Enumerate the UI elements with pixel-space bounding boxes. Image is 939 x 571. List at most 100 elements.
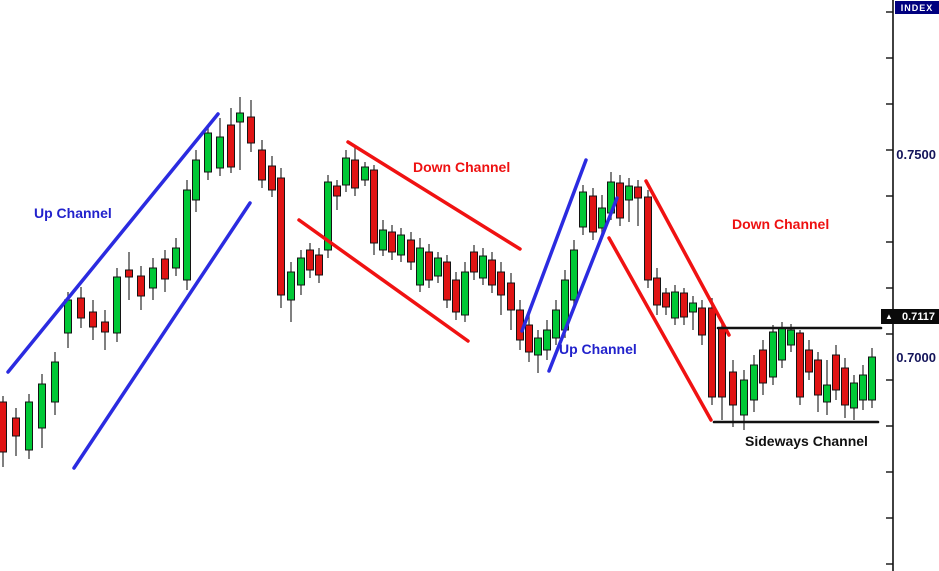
candle	[708, 298, 716, 405]
price-axis-label-7500: 0.7500	[896, 147, 936, 162]
candle	[805, 340, 813, 380]
candle	[662, 288, 670, 315]
price-axis-label-7000: 0.7000	[896, 350, 936, 365]
candle	[370, 165, 378, 255]
index-symbol-label: INDEX	[895, 1, 939, 14]
candle	[315, 248, 323, 283]
candle	[671, 285, 679, 325]
candle	[38, 374, 46, 448]
candle	[680, 288, 688, 325]
candle	[247, 100, 255, 152]
candle	[324, 175, 332, 258]
candle	[579, 185, 587, 235]
candle	[125, 252, 133, 300]
candle	[718, 322, 726, 420]
candle	[534, 330, 542, 373]
candle	[525, 315, 533, 362]
channel-lines-layer	[6, 112, 883, 470]
candle	[729, 360, 737, 427]
candle	[204, 125, 212, 180]
candle	[543, 320, 551, 360]
candle	[425, 244, 433, 288]
candle	[258, 140, 266, 188]
candle	[227, 108, 235, 173]
candle	[149, 258, 157, 300]
sideways-channel-label: Sideways Channel	[745, 433, 868, 449]
candle	[625, 178, 633, 222]
candle	[750, 355, 758, 412]
candle	[287, 262, 295, 322]
price-axis[interactable]	[886, 0, 894, 571]
candle	[388, 225, 396, 260]
down-channel-2-lower	[607, 236, 713, 422]
candle	[470, 245, 478, 280]
candle	[236, 97, 244, 170]
candle	[183, 180, 191, 290]
candle	[216, 118, 224, 176]
candle	[51, 352, 59, 415]
candle	[832, 345, 840, 400]
candle	[868, 348, 876, 408]
candle	[589, 188, 597, 240]
candle	[850, 375, 858, 420]
up-channel-2-lower	[547, 196, 619, 373]
candle	[689, 296, 697, 330]
candle	[814, 352, 822, 412]
down-channel-1-upper	[346, 140, 522, 251]
candle	[634, 180, 642, 226]
candle	[598, 195, 606, 236]
candle	[570, 240, 578, 308]
candle	[361, 162, 369, 186]
up-channel-2-label: Up Channel	[559, 341, 637, 357]
candle	[698, 300, 706, 345]
candle	[841, 358, 849, 418]
candle	[497, 262, 505, 315]
candle	[434, 252, 442, 283]
candle	[333, 180, 341, 210]
candle	[268, 156, 276, 197]
candle	[507, 273, 515, 330]
candle	[351, 147, 359, 196]
candle	[25, 394, 33, 459]
candle	[297, 250, 305, 295]
candle	[89, 300, 97, 340]
current-price-value: 0.7117	[901, 310, 935, 323]
candle	[416, 238, 424, 292]
candle	[0, 396, 7, 467]
up-channel-1-upper	[6, 112, 220, 374]
candle	[769, 325, 777, 385]
current-price-tag: ▲ 0.7117	[881, 309, 939, 324]
up-channel-2-upper	[520, 158, 588, 333]
candle	[796, 330, 804, 405]
candle	[161, 250, 169, 292]
candle	[137, 266, 145, 310]
candle	[12, 408, 20, 456]
up-channel-1-label: Up Channel	[34, 205, 112, 221]
down-channel-2-label: Down Channel	[732, 216, 830, 232]
down-channel-1-lower	[297, 218, 470, 343]
candle	[192, 150, 200, 212]
candle	[407, 232, 415, 270]
candle	[479, 248, 487, 285]
candle	[77, 287, 85, 328]
candle	[397, 228, 405, 262]
candle	[306, 243, 314, 278]
up-channel-1-lower	[72, 201, 252, 470]
candle	[452, 272, 460, 320]
candle	[342, 150, 350, 192]
candle	[644, 190, 652, 288]
candle	[759, 340, 767, 395]
down-channel-1-label: Down Channel	[413, 159, 511, 175]
candle	[823, 360, 831, 415]
candle	[101, 310, 109, 350]
candles-layer	[0, 97, 876, 467]
candle	[461, 262, 469, 322]
candle	[653, 268, 661, 315]
candle	[443, 255, 451, 308]
candle	[277, 168, 285, 308]
candle	[859, 365, 867, 410]
candle	[379, 220, 387, 256]
candle	[488, 252, 496, 293]
